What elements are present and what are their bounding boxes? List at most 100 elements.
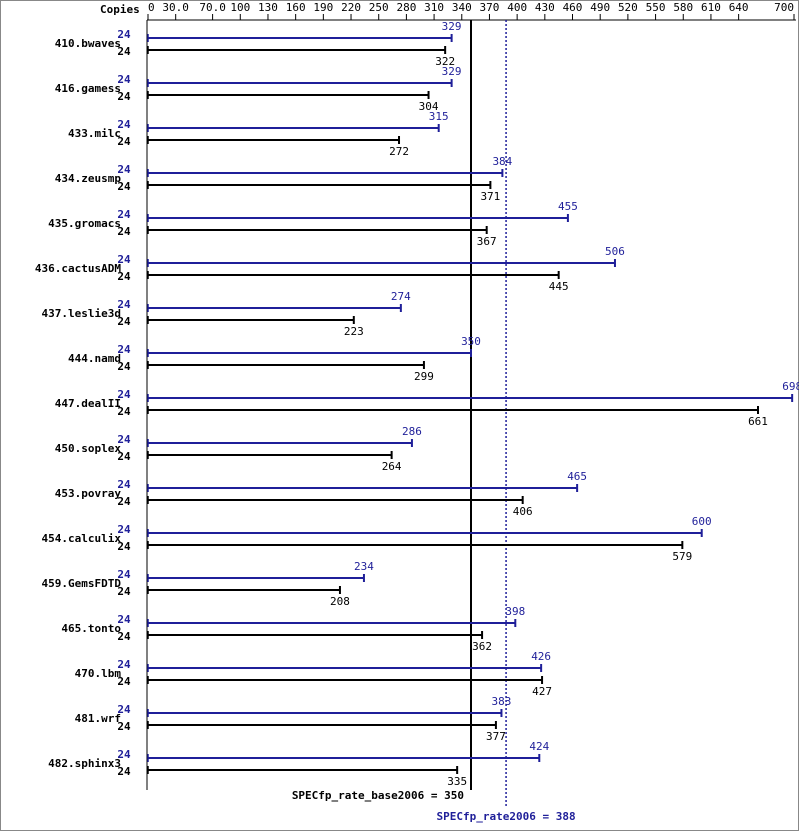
copies-label: 24 — [117, 585, 131, 598]
benchmark-name: 482.sphinx3 — [48, 757, 121, 770]
value-label: 299 — [414, 370, 434, 383]
benchmark-name: 459.GemsFDTD — [42, 577, 122, 590]
copies-label: 24 — [117, 450, 131, 463]
copies-label: 24 — [117, 675, 131, 688]
copies-label: 24 — [117, 433, 131, 446]
value-label: 329 — [442, 20, 462, 33]
reference-label: SPECfp_rate_base2006 = 350 — [292, 789, 464, 802]
benchmark-name: 436.cactusADM — [35, 262, 121, 275]
copies-label: 24 — [117, 298, 131, 311]
value-label: 445 — [549, 280, 569, 293]
x-tick-label: 550 — [646, 1, 666, 14]
copies-label: 24 — [117, 360, 131, 373]
benchmark-name: 433.milc — [68, 127, 121, 140]
value-label: 208 — [330, 595, 350, 608]
benchmark-name: 450.soplex — [55, 442, 122, 455]
benchmark-name: 437.leslie3d — [42, 307, 121, 320]
copies-label: 24 — [117, 343, 131, 356]
x-tick-label: 190 — [313, 1, 333, 14]
copies-label: 24 — [117, 45, 131, 58]
x-tick-label: 700 — [774, 1, 794, 14]
value-label: 406 — [513, 505, 533, 518]
x-tick-label: 520 — [618, 1, 638, 14]
x-tick-label: 460 — [563, 1, 583, 14]
value-label: 223 — [344, 325, 364, 338]
value-label: 465 — [567, 470, 587, 483]
value-label: 383 — [492, 695, 512, 708]
x-tick-label: 580 — [673, 1, 693, 14]
copies-label: 24 — [117, 478, 131, 491]
value-label: 426 — [531, 650, 551, 663]
value-label: 322 — [435, 55, 455, 68]
value-label: 315 — [429, 110, 449, 123]
copies-label: 24 — [117, 720, 131, 733]
value-label: 698 — [782, 380, 799, 393]
x-tick-label: 430 — [535, 1, 555, 14]
copies-header: Copies — [100, 3, 140, 16]
benchmark-name: 447.dealII — [55, 397, 121, 410]
x-tick-label: 370 — [480, 1, 500, 14]
value-label: 335 — [447, 775, 467, 788]
copies-label: 24 — [117, 630, 131, 643]
value-label: 424 — [529, 740, 549, 753]
x-tick-label: 70.0 — [199, 1, 226, 14]
value-label: 286 — [402, 425, 422, 438]
copies-label: 24 — [117, 765, 131, 778]
value-label: 579 — [672, 550, 692, 563]
x-tick-label: 280 — [396, 1, 416, 14]
value-label: 384 — [492, 155, 512, 168]
x-tick-label: 310 — [424, 1, 444, 14]
value-label: 427 — [532, 685, 552, 698]
copies-label: 24 — [117, 748, 131, 761]
value-label: 506 — [605, 245, 625, 258]
x-tick-label: 130 — [258, 1, 278, 14]
copies-label: 24 — [117, 135, 131, 148]
value-label: 350 — [461, 335, 481, 348]
x-tick-label: 340 — [452, 1, 472, 14]
x-tick-label: 0 — [148, 1, 155, 14]
copies-label: 24 — [117, 163, 131, 176]
x-tick-label: 490 — [590, 1, 610, 14]
copies-label: 24 — [117, 613, 131, 626]
x-tick-label: 640 — [729, 1, 749, 14]
copies-label: 24 — [117, 225, 131, 238]
benchmark-name: 470.lbm — [75, 667, 122, 680]
reference-label: SPECfp_rate2006 = 388 — [437, 810, 576, 823]
copies-label: 24 — [117, 405, 131, 418]
x-tick-label: 30.0 — [162, 1, 189, 14]
benchmark-name: 481.wrf — [75, 712, 121, 725]
copies-label: 24 — [117, 118, 131, 131]
copies-label: 24 — [117, 208, 131, 221]
value-label: 455 — [558, 200, 578, 213]
benchmark-name: 444.namd — [68, 352, 121, 365]
copies-label: 24 — [117, 523, 131, 536]
x-tick-label: 160 — [286, 1, 306, 14]
copies-label: 24 — [117, 270, 131, 283]
copies-label: 24 — [117, 180, 131, 193]
benchmark-name: 465.tonto — [61, 622, 121, 635]
benchmark-name: 410.bwaves — [55, 37, 121, 50]
x-tick-label: 220 — [341, 1, 361, 14]
value-label: 264 — [382, 460, 402, 473]
value-label: 600 — [692, 515, 712, 528]
copies-label: 24 — [117, 388, 131, 401]
copies-label: 24 — [117, 90, 131, 103]
copies-label: 24 — [117, 495, 131, 508]
value-label: 371 — [480, 190, 500, 203]
copies-label: 24 — [117, 703, 131, 716]
value-label: 377 — [486, 730, 506, 743]
value-label: 367 — [477, 235, 497, 248]
value-label: 362 — [472, 640, 492, 653]
copies-label: 24 — [117, 253, 131, 266]
value-label: 661 — [748, 415, 768, 428]
copies-label: 24 — [117, 658, 131, 671]
value-label: 274 — [391, 290, 411, 303]
x-tick-label: 100 — [230, 1, 250, 14]
copies-label: 24 — [117, 315, 131, 328]
copies-label: 24 — [117, 28, 131, 41]
value-label: 272 — [389, 145, 409, 158]
benchmark-name: 434.zeusmp — [55, 172, 122, 185]
benchmark-name: 453.povray — [55, 487, 122, 500]
value-label: 234 — [354, 560, 374, 573]
